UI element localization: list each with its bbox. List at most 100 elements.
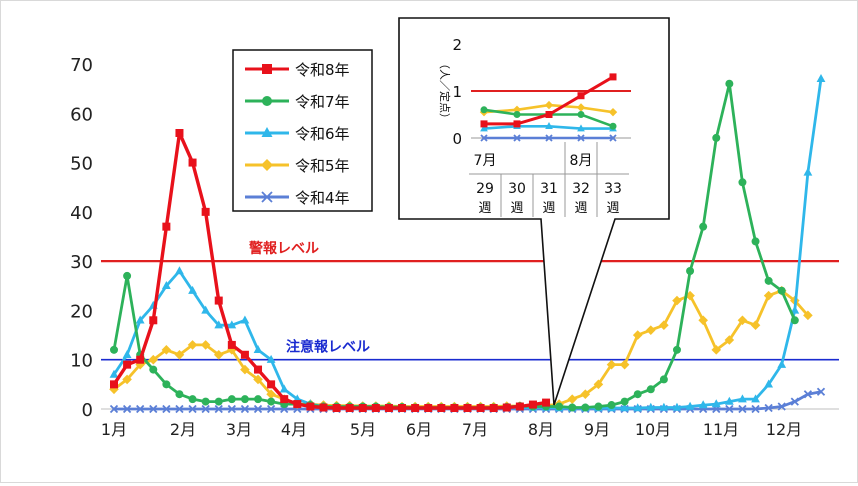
data-point	[437, 404, 446, 413]
data-point	[737, 315, 748, 326]
data-point	[280, 395, 289, 404]
inset-week-unit: 週	[606, 201, 619, 216]
inset-week-number: 32	[572, 181, 590, 197]
data-point	[122, 404, 132, 414]
inset-week-number: 31	[540, 181, 558, 197]
data-point	[633, 390, 642, 399]
data-point	[738, 394, 747, 403]
inset-y-unit: （人／定点）	[438, 58, 452, 124]
legend-label: 令和5年	[295, 157, 350, 175]
data-point	[109, 404, 119, 414]
inset-week-number: 30	[508, 181, 526, 197]
inset-week-number: 29	[476, 181, 494, 197]
inset-data-point	[480, 120, 488, 128]
data-point	[345, 404, 354, 413]
data-point	[136, 404, 145, 414]
data-point	[581, 403, 590, 412]
data-point	[201, 305, 211, 314]
data-point	[201, 207, 210, 216]
data-point	[293, 400, 302, 409]
inset-data-point	[480, 106, 488, 114]
data-point	[175, 390, 184, 399]
data-point	[424, 404, 433, 413]
data-point	[188, 285, 197, 294]
data-point	[306, 402, 315, 411]
data-point	[253, 404, 263, 414]
legend-box	[232, 49, 373, 212]
data-point	[777, 359, 787, 368]
x-tick-label: 2月	[170, 420, 196, 439]
data-point	[240, 364, 250, 375]
data-point	[240, 395, 249, 404]
data-point	[632, 330, 643, 340]
y-tick-label: 50	[70, 154, 93, 175]
data-point	[803, 390, 813, 399]
data-point	[149, 404, 158, 414]
inset-week-unit: 週	[542, 201, 555, 216]
data-point	[201, 404, 210, 414]
inset-data-point	[513, 111, 521, 118]
data-point	[266, 354, 276, 363]
x-tick-label: 10月	[635, 420, 671, 439]
data-point	[542, 398, 551, 407]
inset-data-point	[480, 124, 488, 132]
inset-data-point	[577, 134, 585, 142]
data-point	[698, 315, 708, 326]
data-point	[606, 359, 617, 370]
data-point	[738, 178, 747, 187]
y-tick-label: 0	[82, 400, 93, 421]
x-tick-label: 1月	[101, 420, 127, 439]
x-tick-label: 9月	[584, 420, 610, 439]
inset-data-point	[545, 122, 553, 130]
data-point	[686, 267, 695, 275]
data-point	[122, 349, 132, 358]
x-tick-label: 6月	[406, 420, 432, 439]
data-point	[253, 374, 263, 385]
x-tick-label: 11月	[703, 420, 739, 439]
data-point	[240, 404, 250, 414]
data-point	[162, 380, 171, 389]
legend-label: 令和7年	[295, 93, 350, 111]
data-point	[187, 340, 198, 350]
inset-data-point	[545, 134, 553, 142]
inset-callout: （人／定点）0 1 2 7月 8月 29 週 30 週 31 週 32 週 33 週	[398, 17, 670, 406]
x-tick-label: 8月	[528, 420, 554, 439]
inset-series-令和4年	[480, 134, 617, 142]
data-point	[213, 349, 224, 360]
data-point	[528, 400, 537, 409]
inset-data-point	[577, 124, 585, 132]
x-tick-label: 7月	[462, 420, 488, 439]
data-point	[489, 404, 498, 413]
data-point	[188, 395, 197, 404]
data-point	[214, 397, 223, 406]
data-point	[175, 129, 184, 137]
data-point	[110, 380, 118, 389]
inset-week-unit: 週	[574, 201, 587, 216]
data-point	[750, 320, 761, 331]
data-point	[174, 349, 185, 360]
data-point	[619, 359, 630, 370]
data-point	[240, 315, 250, 324]
inset-week-unit: 週	[510, 201, 523, 216]
data-point	[175, 266, 184, 275]
data-point	[254, 365, 263, 374]
data-point	[267, 397, 276, 406]
data-point	[672, 295, 682, 306]
threshold-label: 警報レベル	[249, 240, 319, 257]
data-point	[502, 403, 511, 412]
series-line	[112, 131, 547, 410]
data-point	[620, 403, 630, 412]
data-point	[175, 404, 184, 414]
data-point	[149, 365, 158, 374]
legend-item: 令和5年	[245, 157, 350, 175]
data-point	[777, 286, 786, 295]
inset-data-point	[544, 100, 554, 110]
data-point	[214, 296, 223, 305]
data-point	[214, 404, 223, 414]
data-point	[122, 374, 132, 385]
data-point	[201, 397, 210, 406]
data-point	[672, 402, 682, 411]
data-point	[645, 325, 656, 335]
data-point	[738, 404, 747, 414]
